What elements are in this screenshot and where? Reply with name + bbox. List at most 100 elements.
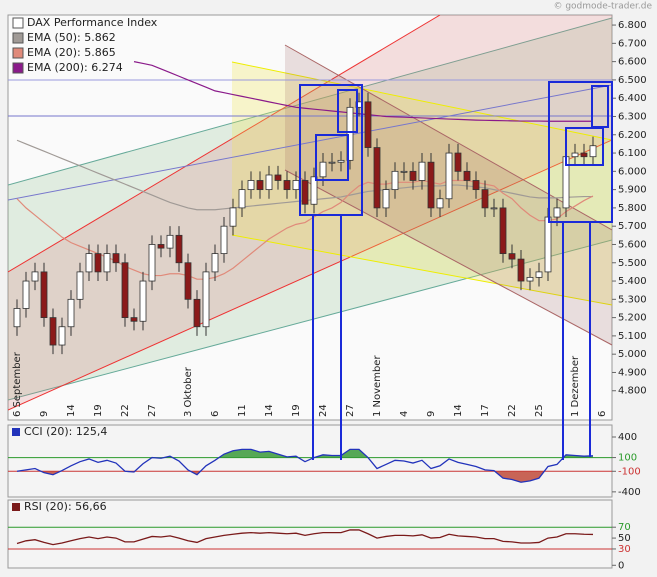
candle-body [580, 152, 588, 158]
candle-body [274, 174, 282, 181]
trend-line [284, 169, 612, 346]
y-tick-label: 6.100 [618, 148, 647, 159]
y-tick-label: 5.200 [618, 313, 647, 324]
box [565, 127, 604, 166]
y-tick-label: 6.600 [618, 57, 647, 68]
x-tick-label: 19 [291, 404, 302, 417]
x-tick-label: 6 [210, 411, 221, 417]
candle-body [337, 159, 345, 163]
candle-body [58, 326, 66, 346]
candle-body [229, 207, 237, 227]
candle-body [292, 180, 300, 191]
x-tick-label: 9 [39, 411, 50, 417]
y-tick-label: 5.800 [618, 203, 647, 214]
y-tick-label: 6.400 [618, 93, 647, 104]
y-tick-label: 5.000 [618, 349, 647, 360]
y-tick-label: 6.000 [618, 166, 647, 177]
y-tick-label: 5.400 [618, 276, 647, 287]
y-tick-label: 100 [618, 453, 637, 464]
candle-body [85, 253, 93, 273]
candle-body [499, 207, 507, 255]
y-tick-label: 6.800 [618, 20, 647, 31]
x-tick-label: 19 [93, 404, 104, 417]
x-tick-label: 24 [318, 404, 329, 417]
y-tick-label: 30 [618, 544, 631, 555]
candle-body [256, 180, 264, 191]
candle-body [418, 161, 426, 181]
candle-body [76, 271, 84, 300]
candle-body [454, 152, 462, 172]
legend-label: RSI (20): 56,66 [24, 500, 107, 513]
candle-body [490, 207, 498, 210]
candle-body [526, 276, 534, 282]
candle-body [139, 280, 147, 322]
highlight-boxes [299, 81, 613, 460]
legend-label: EMA (50): 5.862 [27, 31, 116, 44]
candle-body [427, 161, 435, 209]
candle-body [166, 234, 174, 249]
box [337, 89, 358, 133]
y-tick-label: 6.500 [618, 75, 647, 86]
candle-body [589, 145, 597, 158]
x-tick-label: 22 [120, 404, 131, 417]
y-tick-label: 5.500 [618, 258, 647, 269]
candle-body [571, 152, 579, 158]
indicator-line [16, 529, 594, 546]
y-tick-label: 0 [618, 560, 624, 571]
candle-body [238, 189, 246, 209]
candle-body [175, 234, 183, 264]
x-tick-label: 1 November [372, 355, 383, 417]
candle-body [211, 253, 219, 273]
candle-body [247, 180, 255, 191]
candle-body [400, 170, 408, 173]
watermark: © godmode-trader.de [553, 2, 652, 12]
legend-label: EMA (200): 6.274 [27, 61, 123, 74]
y-tick-label: 5.900 [618, 185, 647, 196]
ema-line [133, 61, 593, 122]
candle-body [121, 262, 129, 319]
candle-body [301, 180, 309, 205]
legend-swatch [12, 428, 20, 436]
legend-swatch [12, 62, 24, 74]
y-tick-label: 70 [618, 522, 631, 533]
candle-body [445, 152, 453, 200]
y-tick-label: -400 [618, 487, 641, 498]
box [315, 134, 349, 181]
candle-body [22, 280, 30, 309]
candle-body [184, 262, 192, 300]
candle-body [193, 298, 201, 328]
candle-body [508, 253, 516, 260]
y-tick-label: -100 [618, 466, 641, 477]
candle-body [328, 161, 336, 164]
legend-swatch [12, 47, 24, 59]
y-tick-label: 4.800 [618, 386, 647, 397]
candle-body [463, 170, 471, 181]
trend-line [8, 17, 612, 186]
candle-body [391, 170, 399, 191]
trend-line [8, 139, 612, 411]
trend-line [231, 234, 612, 306]
candle-body [436, 198, 444, 209]
legend-label: DAX Performance Index [27, 16, 158, 29]
x-tick-label: 14 [453, 404, 464, 417]
candle-body [148, 244, 156, 282]
trend-line [8, 239, 612, 401]
box [299, 84, 363, 216]
candle-body [265, 174, 273, 191]
x-tick-label: 1 Dezember [570, 355, 581, 417]
main-panel [7, 14, 613, 421]
candle-body [517, 258, 525, 282]
x-tick-label: 27 [345, 404, 356, 417]
candle-body [472, 180, 480, 191]
candle-body [40, 271, 48, 319]
x-tick-label: 6 [597, 411, 608, 417]
candle-body [112, 253, 120, 264]
y-tick-label: 6.700 [618, 38, 647, 49]
candle-body [481, 189, 489, 209]
legend-swatch [12, 17, 24, 29]
candle-body [553, 207, 561, 218]
candle-body [283, 180, 291, 191]
candle-body [220, 225, 228, 255]
box [548, 81, 613, 223]
